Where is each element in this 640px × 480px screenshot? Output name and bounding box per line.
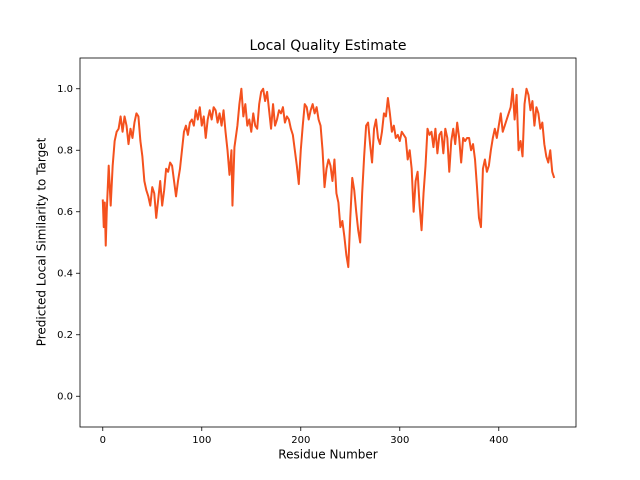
y-tick-label: 0.2 bbox=[57, 330, 73, 341]
x-tick-label: 300 bbox=[390, 435, 409, 446]
y-tick-label: 0.4 bbox=[57, 268, 73, 279]
y-axis-label: Predicted Local Similarity to Target bbox=[35, 137, 49, 346]
x-axis-label: Residue Number bbox=[278, 448, 377, 462]
chart-title: Local Quality Estimate bbox=[249, 38, 406, 54]
x-tick-label: 100 bbox=[192, 435, 211, 446]
x-tick-label: 0 bbox=[100, 435, 106, 446]
y-tick-label: 0.6 bbox=[57, 207, 73, 218]
x-tick-label: 200 bbox=[291, 435, 310, 446]
axes-frame bbox=[79, 57, 577, 428]
y-tick-label: 0.8 bbox=[57, 145, 73, 156]
quality-line bbox=[101, 87, 556, 269]
y-tick-label: 1.0 bbox=[57, 84, 73, 95]
x-tick-label: 400 bbox=[489, 435, 508, 446]
y-tick-label: 0.0 bbox=[57, 391, 73, 402]
